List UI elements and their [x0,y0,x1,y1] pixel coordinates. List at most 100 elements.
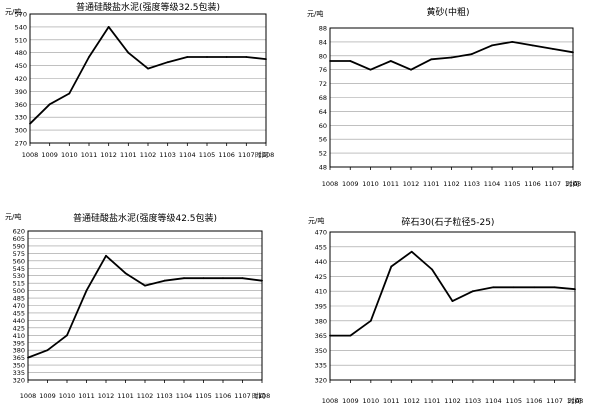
y-unit-label: 元/吨 [307,9,323,18]
data-point [369,68,372,71]
x-tick-label: 1012 [100,151,117,159]
data-point [107,26,110,28]
y-tick-label: 270 [15,140,27,148]
y-tick-label: 440 [315,258,327,266]
data-point [551,47,554,50]
y-tick-label: 56 [319,136,327,144]
data-point [329,60,331,62]
x-axis-label: 时间 [566,179,579,188]
x-tick-label: 1105 [504,180,521,188]
x-tick-label: 1106 [524,180,541,188]
y-tick-label: 320 [315,377,327,385]
x-tick-label: 1106 [215,392,232,400]
x-tick-label: 1009 [342,397,359,405]
data-point [66,334,68,337]
x-tick-label: 1009 [342,180,359,188]
x-axis-label: 时间 [568,396,581,405]
x-tick-label: 1102 [443,180,460,188]
data-point [533,286,536,289]
x-tick-label: 1103 [465,397,482,405]
y-tick-label: 72 [319,80,327,88]
x-tick-label: 1102 [140,151,157,159]
x-tick-label: 1008 [22,151,39,159]
data-point [222,277,224,280]
chart-title: 碎石30(石子粒径5-25) [402,216,495,228]
y-tick-label: 500 [13,287,25,295]
data-point [531,44,534,47]
data-point [389,60,392,62]
x-tick-label: 1105 [195,392,212,400]
x-tick-label: 1108 [258,151,275,159]
x-tick-label: 1101 [120,151,137,159]
y-tick-label: 80 [319,52,327,60]
data-point [186,56,189,58]
y-tick-label: 365 [315,332,327,340]
data-point [553,286,556,289]
x-tick-label: 1107 [234,392,251,400]
x-tick-label: 1102 [137,392,154,400]
data-point [206,56,208,58]
y-tick-label: 450 [15,62,27,70]
y-tick-label: 440 [13,317,25,325]
y-tick-label: 410 [315,288,327,296]
x-tick-label: 1102 [444,397,461,405]
y-tick-label: 620 [13,228,25,236]
y-tick-label: 52 [319,150,327,158]
x-tick-label: 1104 [176,392,193,400]
y-unit-label: 元/吨 [5,7,21,16]
chart-panel-4: 320 335 350 365 380 395 410 425 440 455 470 1008 100… [308,216,583,405]
x-tick-label: 1103 [463,180,480,188]
y-tick-label: 320 [13,377,25,385]
x-tick-label: 1011 [382,180,399,188]
y-tick-label: 335 [13,369,25,377]
data-point [46,349,49,352]
y-tick-label: 590 [13,242,25,250]
data-point [512,286,515,289]
x-tick-label: 1008 [322,397,339,405]
y-tick-label: 510 [15,36,27,44]
x-tick-label: 1011 [81,151,98,159]
x-tick-label: 1101 [117,392,134,400]
data-point [163,279,166,282]
data-point [147,67,149,70]
x-tick-label: 1104 [484,180,501,188]
data-point [265,58,267,61]
x-tick-label: 1107 [546,397,563,405]
x-tick-label: 1103 [159,151,176,159]
data-point [245,56,248,58]
data-point [349,334,352,337]
y-unit-label: 元/吨 [308,216,324,225]
y-tick-label: 480 [15,49,27,57]
x-tick-label: 1103 [156,392,173,400]
y-tick-label: 410 [13,332,25,340]
y-tick-label: 455 [315,243,327,251]
y-tick-label: 68 [319,94,327,102]
y-tick-label: 395 [315,303,327,311]
data-point [511,41,514,43]
y-tick-label: 335 [315,362,327,370]
x-tick-label: 1012 [403,397,420,405]
x-tick-label: 1010 [59,392,76,400]
data-point [105,254,107,257]
data-point [369,319,372,322]
x-tick-label: 1107 [238,151,255,159]
data-point [451,300,454,302]
y-tick-label: 76 [319,66,327,74]
x-tick-label: 1108 [565,180,582,188]
data-point [127,51,130,54]
data-point [48,103,51,106]
chart-panel-3: 3203353503653803954104254404554704855005… [5,212,270,400]
x-tick-label: 1009 [41,151,58,159]
y-tick-label: 48 [319,164,327,172]
y-tick-label: 570 [15,11,27,19]
y-tick-label: 60 [319,122,327,130]
y-tick-label: 605 [13,235,25,243]
y-tick-label: 560 [13,257,25,265]
data-point [430,58,433,61]
x-tick-label: 1105 [505,397,522,405]
x-tick-label: 1105 [199,151,216,159]
data-point [225,56,228,58]
y-unit-label: 元/吨 [5,212,21,221]
y-tick-label: 395 [13,339,25,347]
